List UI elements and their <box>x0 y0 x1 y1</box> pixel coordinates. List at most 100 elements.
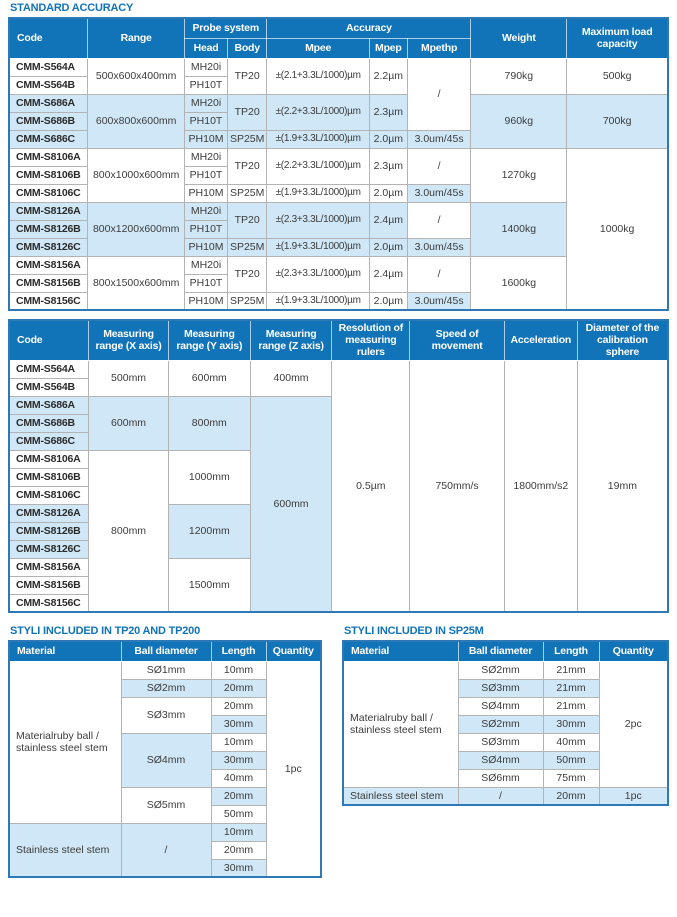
cell: CMM-S686A <box>8 395 90 415</box>
cell: 50mm <box>210 804 267 824</box>
cell: PH10T <box>184 165 228 185</box>
cell: 500x600x400mm <box>87 57 186 95</box>
cell: TP20 <box>226 255 268 293</box>
cell: 800x1200x600mm <box>87 201 186 257</box>
measuring-range-section: Code Measuring range (X axis) Measuring ra… <box>8 319 669 613</box>
cell: 800x1000x600mm <box>87 147 186 203</box>
table-row: CMM-S686C <box>8 431 668 451</box>
styli-tp20-table: Material Ball diameter Length Quantity Mater… <box>8 640 322 878</box>
cell: CMM-S8106A <box>8 147 89 167</box>
table-row: CMM-S8156C PH10M SP25M ±(1.9+3.3L/1000)µm 2.… <box>8 291 668 311</box>
cell: CMM-S686A <box>8 93 89 113</box>
table-row: CMM-S8126A 1200mm <box>8 503 668 559</box>
cell: MH20i <box>184 201 228 221</box>
cell: 2.0µm <box>368 237 408 257</box>
cell: MH20i <box>184 93 228 113</box>
col-header-probe-system: Probe system <box>184 17 268 39</box>
table-row: 30mm <box>9 714 321 734</box>
cell: 30mm <box>210 714 267 734</box>
cell: 500mm <box>88 359 169 397</box>
cell: 1600kg <box>470 255 568 311</box>
cell: ±(2.3+3.3L/1000)µm <box>266 255 370 293</box>
col-header-speed: Speed of movement <box>409 319 505 361</box>
cell: SP25M <box>226 291 268 311</box>
table-row: CMM-S8156A 1500mm <box>8 557 668 613</box>
cell: PH10T <box>184 219 228 239</box>
cell: PH10T <box>184 75 228 95</box>
table-row: CMM-S8106B PH10T <box>8 165 668 185</box>
cell: 2.4µm <box>368 201 408 239</box>
cell: Stainless steel stem <box>8 822 122 878</box>
table-row: CMM-S8126C PH10M SP25M ±(1.9+3.3L/1000)µm 2.… <box>8 237 668 257</box>
cell: 20mm <box>210 678 267 698</box>
col-header-range-x: Measuring range (X axis) <box>88 319 169 361</box>
cell: SP25M <box>226 129 268 149</box>
cell: SØ4mm <box>120 732 212 788</box>
col-header-mpee: Mpee <box>266 37 370 59</box>
table-row: Material Ball diameter Length Quantity <box>342 640 669 662</box>
cell: 1000kg <box>566 147 669 311</box>
cell: CMM-S8126A <box>8 201 89 221</box>
cell: 21mm <box>542 660 600 680</box>
table-row: CMM-S8106B <box>8 467 668 487</box>
table-row: 40mm <box>9 768 321 788</box>
col-header-head: Head <box>184 37 228 59</box>
col-header-range-y: Measuring range (Y axis) <box>167 319 251 361</box>
cell: CMM-S8106B <box>8 165 89 185</box>
cell: 600mm <box>88 395 169 451</box>
table-row: SØ2mm 20mm <box>9 678 321 698</box>
cell: SP25M <box>226 183 268 203</box>
cell: / <box>406 57 472 131</box>
col-header-resolution: Resolution of measuring rulers <box>331 319 411 361</box>
col-header-quantity: Quantity <box>598 640 669 662</box>
measuring-range-table: Code Measuring range (X axis) Measuring ra… <box>8 319 669 613</box>
table-row: CMM-S8106A 800mm 1000mm <box>8 449 668 613</box>
col-header-accuracy: Accuracy <box>266 17 472 39</box>
col-header-body: Body <box>226 37 268 59</box>
cell: PH10M <box>184 291 228 311</box>
styli-sp25m-title: STYLI INCLUDED IN SP25M <box>344 625 484 637</box>
cell: TP20 <box>226 57 268 95</box>
cell: 600mm <box>249 395 333 613</box>
cell: CMM-S8156A <box>8 255 89 275</box>
cell: 1500mm <box>167 557 251 613</box>
cell: 800x1500x600mm <box>87 255 186 311</box>
table-row: CMM-S564B <box>8 377 668 397</box>
cell: 3.0um/45s <box>406 129 472 149</box>
cell: SØ2mm <box>457 660 544 680</box>
cell: 2.0µm <box>368 291 408 311</box>
styli-tp20-title: STYLI INCLUDED IN TP20 AND TP200 <box>10 625 201 637</box>
cell: 800mm <box>88 449 169 613</box>
cell: Stainless steel stem <box>342 786 459 806</box>
col-header-material: Material <box>342 640 459 662</box>
cell: 30mm <box>542 714 600 734</box>
table-row: Stainless steel stem/10mm <box>8 822 321 878</box>
cell: CMM-S8126C <box>8 539 90 559</box>
table-row: Stainless steel stem/20mm 1pc <box>342 786 669 806</box>
cell: CMM-S8106A <box>8 449 90 469</box>
col-header-range-z: Measuring range (Z axis) <box>249 319 333 361</box>
cell: PH10T <box>184 111 228 131</box>
cell: PH10M <box>184 129 228 149</box>
table-row: CMM-S564A 500mm 600mm 400mm 0.5µm 750mm/s 1800… <box>8 359 669 613</box>
cell: 750mm/s <box>409 359 505 613</box>
cell: 1000mm <box>167 449 251 505</box>
cell: SØ2mm <box>120 678 212 698</box>
cell: CMM-S564A <box>8 57 89 77</box>
cell: / <box>406 255 472 293</box>
cell: 800mm <box>167 395 251 451</box>
table-row: CMM-S8126B PH10T <box>8 219 668 239</box>
cell: 20mm <box>210 696 267 716</box>
cell: CMM-S686C <box>8 129 89 149</box>
cell: MH20i <box>184 255 228 275</box>
cell: 500kg <box>566 57 669 95</box>
cell: CMM-S8106C <box>8 183 89 203</box>
cell: SØ6mm <box>457 768 544 788</box>
cell: CMM-S686B <box>8 111 89 131</box>
cell: ±(2.3+3.3L/1000)µm <box>266 201 370 239</box>
table-row: SØ2mm 30mm <box>343 714 668 734</box>
table-row: CMM-S8106A 800x1000x600mm MH20i TP20 ±(2.2+3… <box>8 147 669 311</box>
col-header-code: Code <box>8 319 90 361</box>
cell: CMM-S8126C <box>8 237 89 257</box>
cell: 2.3µm <box>368 93 408 131</box>
